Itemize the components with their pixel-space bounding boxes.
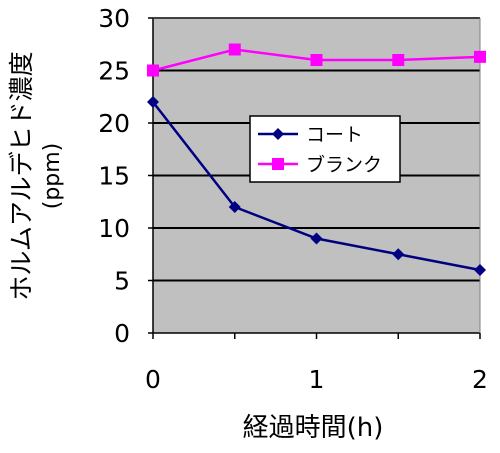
x-axis-title: 経過時間(h)	[243, 413, 384, 443]
data-point	[392, 248, 405, 261]
data-point	[147, 96, 159, 108]
y-tick-label: 15	[98, 162, 130, 191]
legend-item: コート	[258, 124, 363, 146]
data-point	[474, 264, 486, 276]
data-point	[474, 50, 486, 63]
data-point	[310, 54, 323, 66]
legend-label: コート	[306, 124, 363, 146]
y-tick-label: 10	[98, 214, 130, 243]
series	[147, 43, 486, 77]
y-axis-title-unit: (ppm)	[40, 143, 65, 210]
legend-label: ブランク	[306, 153, 382, 176]
legend-item: ブランク	[258, 153, 382, 176]
data-point	[228, 43, 241, 56]
y-axis-unit: (ppm)	[40, 143, 65, 210]
data-point	[228, 201, 241, 213]
x-tick-label: 2	[472, 365, 488, 394]
legend-marker	[272, 128, 284, 140]
series	[147, 96, 486, 276]
axes: 0 5 10 15 20 25 30 0 1 2	[98, 4, 488, 394]
y-axis-title: ホルムアルデヒド濃度	[7, 51, 36, 300]
y-tick-label: 30	[98, 4, 130, 33]
y-tick-label: 25	[98, 57, 130, 86]
legend-box	[249, 115, 401, 183]
y-tick-label: 5	[114, 267, 130, 296]
series-layer	[147, 43, 486, 276]
data-point	[147, 64, 159, 77]
y-tick-label: 0	[114, 319, 130, 348]
y-tick-label: 20	[98, 109, 130, 138]
legend-marker	[272, 158, 284, 170]
data-point	[392, 54, 405, 66]
x-tick-label: 0	[145, 365, 161, 394]
data-point	[310, 232, 323, 245]
x-tick-label: 1	[309, 365, 325, 394]
y-axis-title-main: ホルムアルデヒド濃度	[7, 51, 36, 300]
